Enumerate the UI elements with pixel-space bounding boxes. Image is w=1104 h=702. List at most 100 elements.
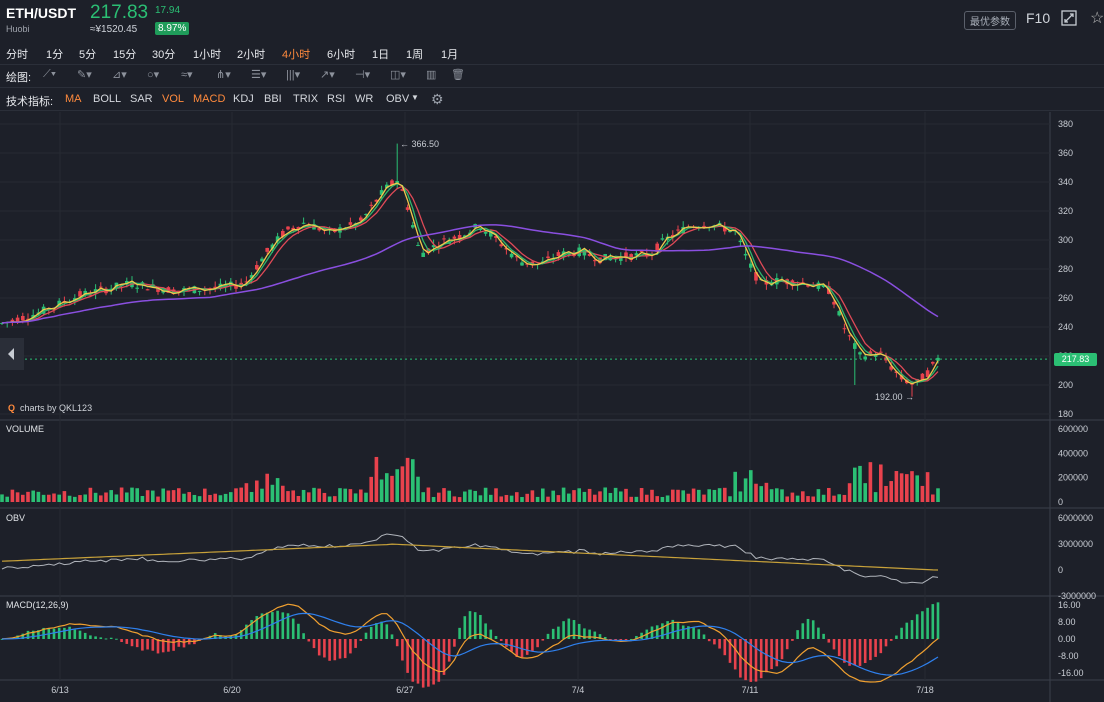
indicator-bbi[interactable]: BBI [264,93,282,105]
label-tool-icon[interactable]: ◫▾ [390,69,406,81]
macd-histogram-bar [910,620,914,639]
favorite-star-icon[interactable]: ☆ [1090,10,1104,27]
interval-tab[interactable]: 分时 [6,49,28,61]
candle-body [593,260,597,262]
pitchfork-tool-icon[interactable]: ⋔▾ [216,69,231,81]
macd-histogram-bar [697,629,701,639]
ruler-tool-icon[interactable]: ▥ [426,69,437,81]
macd-histogram-bar [567,618,571,639]
indicator-macd[interactable]: MACD [193,93,226,105]
ma10-line [1,182,939,383]
interval-tab[interactable]: 1小时 [193,49,222,61]
interval-tab[interactable]: 1日 [372,49,390,61]
interval-tab[interactable]: 6小时 [327,49,356,61]
macd-histogram-bar [546,633,550,639]
x-tick-label: 7/11 [742,685,759,695]
macd-histogram-bar [354,639,357,648]
volume-bar [93,492,98,502]
brand-text: charts by QKL123 [20,403,93,413]
interval-tab[interactable]: 30分 [152,49,176,61]
indicator-trix[interactable]: TRIX [293,93,319,105]
volume-bar [296,496,301,502]
indicator-boll[interactable]: BOLL [93,93,122,105]
candle-body [847,335,852,337]
trash-icon[interactable]: 🗑 [451,69,465,81]
macd-histogram-bar [817,627,820,639]
arrow-tool-icon[interactable]: ↗▾ [320,69,335,81]
volume-bar [416,476,420,502]
volume-bar [353,493,358,502]
volume-bar [842,494,847,502]
measure-tool-icon[interactable]: ⊣▾ [355,69,371,81]
wave-tool-icon[interactable]: ≈▾ [181,69,193,81]
macd-histogram-bar [255,616,259,639]
volume-bar [858,465,862,502]
volume-bar [10,489,15,502]
candle-body [483,231,488,234]
volume-bar [67,495,72,502]
candle-body [457,234,462,239]
macd-histogram-bar [557,626,560,639]
candle-body [671,234,675,238]
volume-bar [338,488,342,502]
volume-bar [931,494,935,502]
indicator-ma[interactable]: MA [65,93,82,105]
fullscreen-icon[interactable] [1061,10,1077,26]
candle-body [936,357,940,361]
interval-tab[interactable]: 2小时 [237,49,266,61]
interval-tab[interactable]: 1月 [441,49,459,61]
macd-histogram-bar [609,639,612,640]
channel-tool-icon[interactable]: ⊿▾ [112,69,127,81]
macd-histogram-bar [401,639,404,661]
candle-body [213,286,217,289]
fib-tool-icon[interactable]: ☰▾ [251,69,267,81]
macd-histogram-bar [562,621,565,639]
best-params-button[interactable]: 最优参数 [964,11,1016,30]
scroll-left-button[interactable] [0,338,24,370]
shape-tool-icon[interactable]: ○▾ [147,69,160,81]
volume-bar [910,471,914,502]
candle-body [868,351,873,354]
f10-button[interactable]: F10 [1026,10,1051,26]
gann-tool-icon[interactable]: |||▾ [286,69,301,81]
macd-histogram-bar [770,639,773,670]
volume-bar [681,490,685,502]
macd-histogram-bar [780,639,784,660]
macd-histogram-bar [130,639,134,647]
candle-body [265,247,269,252]
interval-tab[interactable]: 5分 [79,49,97,61]
interval-tab[interactable]: 15分 [113,49,137,61]
indicator-settings-gear-icon[interactable]: ⚙ [431,91,444,107]
macd-histogram-bar [37,630,40,639]
candle-body [374,199,379,202]
pen-tool-icon[interactable]: ✎▾ [77,69,92,81]
indicator-obv[interactable]: OBV [386,93,410,105]
y-tick-label: 180 [1058,409,1073,419]
macd-histogram-bar [692,627,695,639]
interval-tab[interactable]: 1周 [406,49,424,61]
macd-histogram-bar [744,639,747,681]
indicator-vol[interactable]: VOL [162,93,185,105]
macd-histogram-bar [68,626,71,639]
volume-bar [754,483,758,502]
y-tick-label: 380 [1058,119,1073,129]
interval-tab[interactable]: 1分 [46,49,64,61]
candle-body [348,222,353,225]
macd-histogram-bar [42,627,45,639]
macd-histogram-bar [78,630,82,639]
volume-bar [551,490,555,502]
line-tool-icon[interactable]: ⟋▾ [43,68,57,80]
indicator-sar[interactable]: SAR [130,93,153,105]
interval-tab[interactable]: 4小时 [282,49,311,61]
volume-bar [827,487,831,502]
volume-bar [62,491,67,502]
macd-histogram-bar [889,639,893,641]
indicator-rsi[interactable]: RSI [327,93,346,105]
candle-body [629,254,633,261]
y-tick-label: 340 [1058,177,1073,187]
drawing-toolbar: 绘图: ⟋▾ ✎▾ ⊿▾ ○▾ ≈▾ ⋔▾ ☰▾ |||▾ ↗▾ ⊣▾ ◫▾ ▥ 🗑 [0,65,1104,88]
indicator-wr[interactable]: WR [355,93,374,105]
indicator-kdj[interactable]: KDJ [233,93,254,105]
indicator-more-dropdown-icon[interactable]: ▼ [411,93,419,102]
